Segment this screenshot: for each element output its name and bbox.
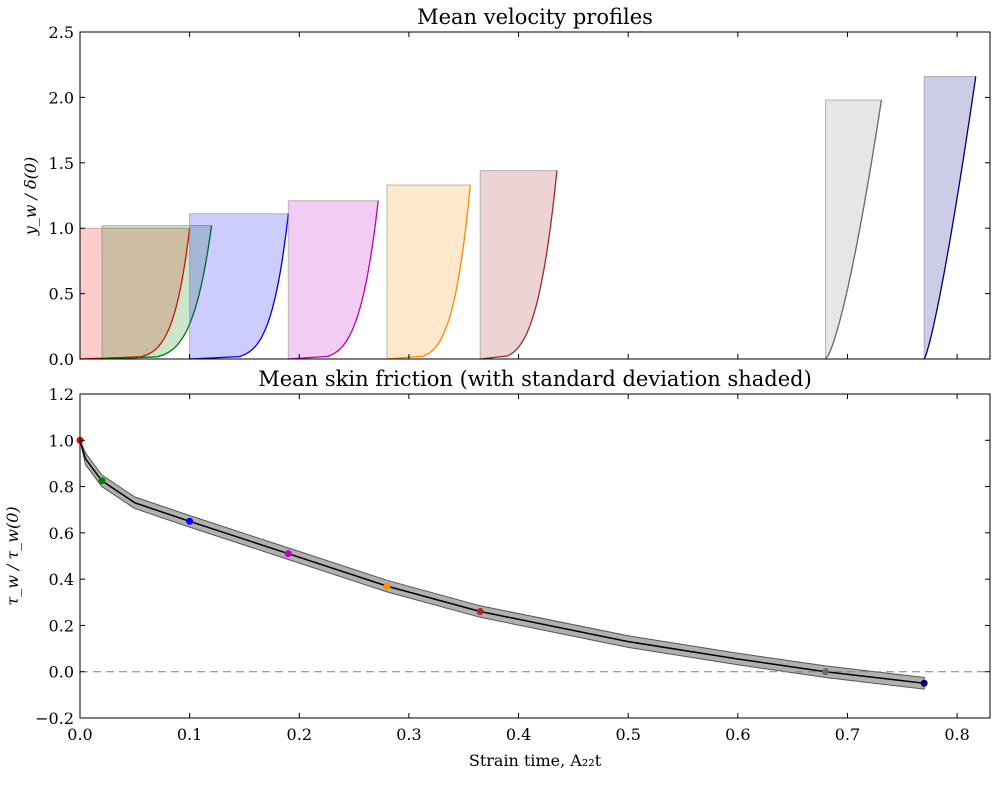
- velocity-profile-line: [824, 99, 883, 360]
- data-point-marker: [186, 517, 194, 525]
- bottom-y-axis-label: τ_w / τ_w(0): [3, 506, 22, 605]
- velocity-profile-fill: [287, 200, 379, 360]
- axes-frame: [79, 393, 991, 719]
- y-tick-label: 0.5: [49, 285, 74, 304]
- y-tick-label: 1.2: [49, 385, 74, 404]
- data-point-marker: [920, 679, 928, 687]
- skin-friction-line: [79, 440, 925, 685]
- data-point-marker: [822, 668, 830, 676]
- bottom-chart-title: Mean skin friction (with standard deviat…: [258, 367, 812, 391]
- x-tick-label: 0.4: [506, 725, 531, 744]
- velocity-profile-fill: [189, 213, 289, 360]
- velocity-profile-line: [288, 200, 379, 360]
- data-point-marker: [284, 550, 292, 558]
- top-chart-title: Mean velocity profiles: [417, 5, 653, 29]
- data-point-marker: [98, 477, 106, 485]
- velocity-profile-line: [386, 184, 471, 360]
- top-y-axis-label: y_w / δ(0): [21, 157, 40, 237]
- velocity-profile-line: [923, 76, 977, 360]
- data-point-marker: [476, 608, 484, 616]
- y-tick-label: 0.8: [49, 478, 74, 497]
- bottom-x-axis-label: Strain time, A₂₂t: [469, 751, 602, 770]
- x-tick-label: 0.0: [67, 725, 92, 744]
- velocity-profile-line: [189, 213, 289, 360]
- velocity-profile-line: [79, 228, 191, 360]
- x-tick-label: 0.7: [835, 725, 860, 744]
- x-tick-label: 0.1: [177, 725, 202, 744]
- y-tick-label: −0.2: [35, 709, 74, 728]
- y-tick-label: 0.0: [49, 663, 74, 682]
- data-point-marker: [383, 582, 391, 590]
- velocity-profile-fill: [923, 75, 977, 360]
- x-tick-label: 0.2: [287, 725, 312, 744]
- y-tick-label: 0.4: [49, 570, 74, 589]
- velocity-profile-line: [101, 225, 213, 360]
- x-tick-label: 0.6: [725, 725, 750, 744]
- velocity-profile-fill: [824, 99, 883, 360]
- y-tick-label: 2.0: [49, 88, 74, 107]
- std-band: [79, 440, 925, 690]
- velocity-profile-fill: [479, 170, 558, 360]
- x-tick-label: 0.8: [944, 725, 969, 744]
- y-tick-label: 2.5: [49, 23, 74, 42]
- x-tick-label: 0.5: [615, 725, 640, 744]
- y-tick-label: 1.0: [49, 219, 74, 238]
- axes-frame: [79, 31, 991, 360]
- velocity-profile-line: [480, 170, 558, 360]
- x-tick-label: 0.3: [396, 725, 421, 744]
- y-tick-label: 0.2: [49, 616, 74, 635]
- y-tick-label: 1.5: [49, 154, 74, 173]
- y-tick-label: 0.0: [49, 350, 74, 369]
- y-tick-label: 0.6: [49, 524, 74, 543]
- y-tick-label: 1.0: [49, 431, 74, 450]
- velocity-profile-fill: [386, 184, 471, 360]
